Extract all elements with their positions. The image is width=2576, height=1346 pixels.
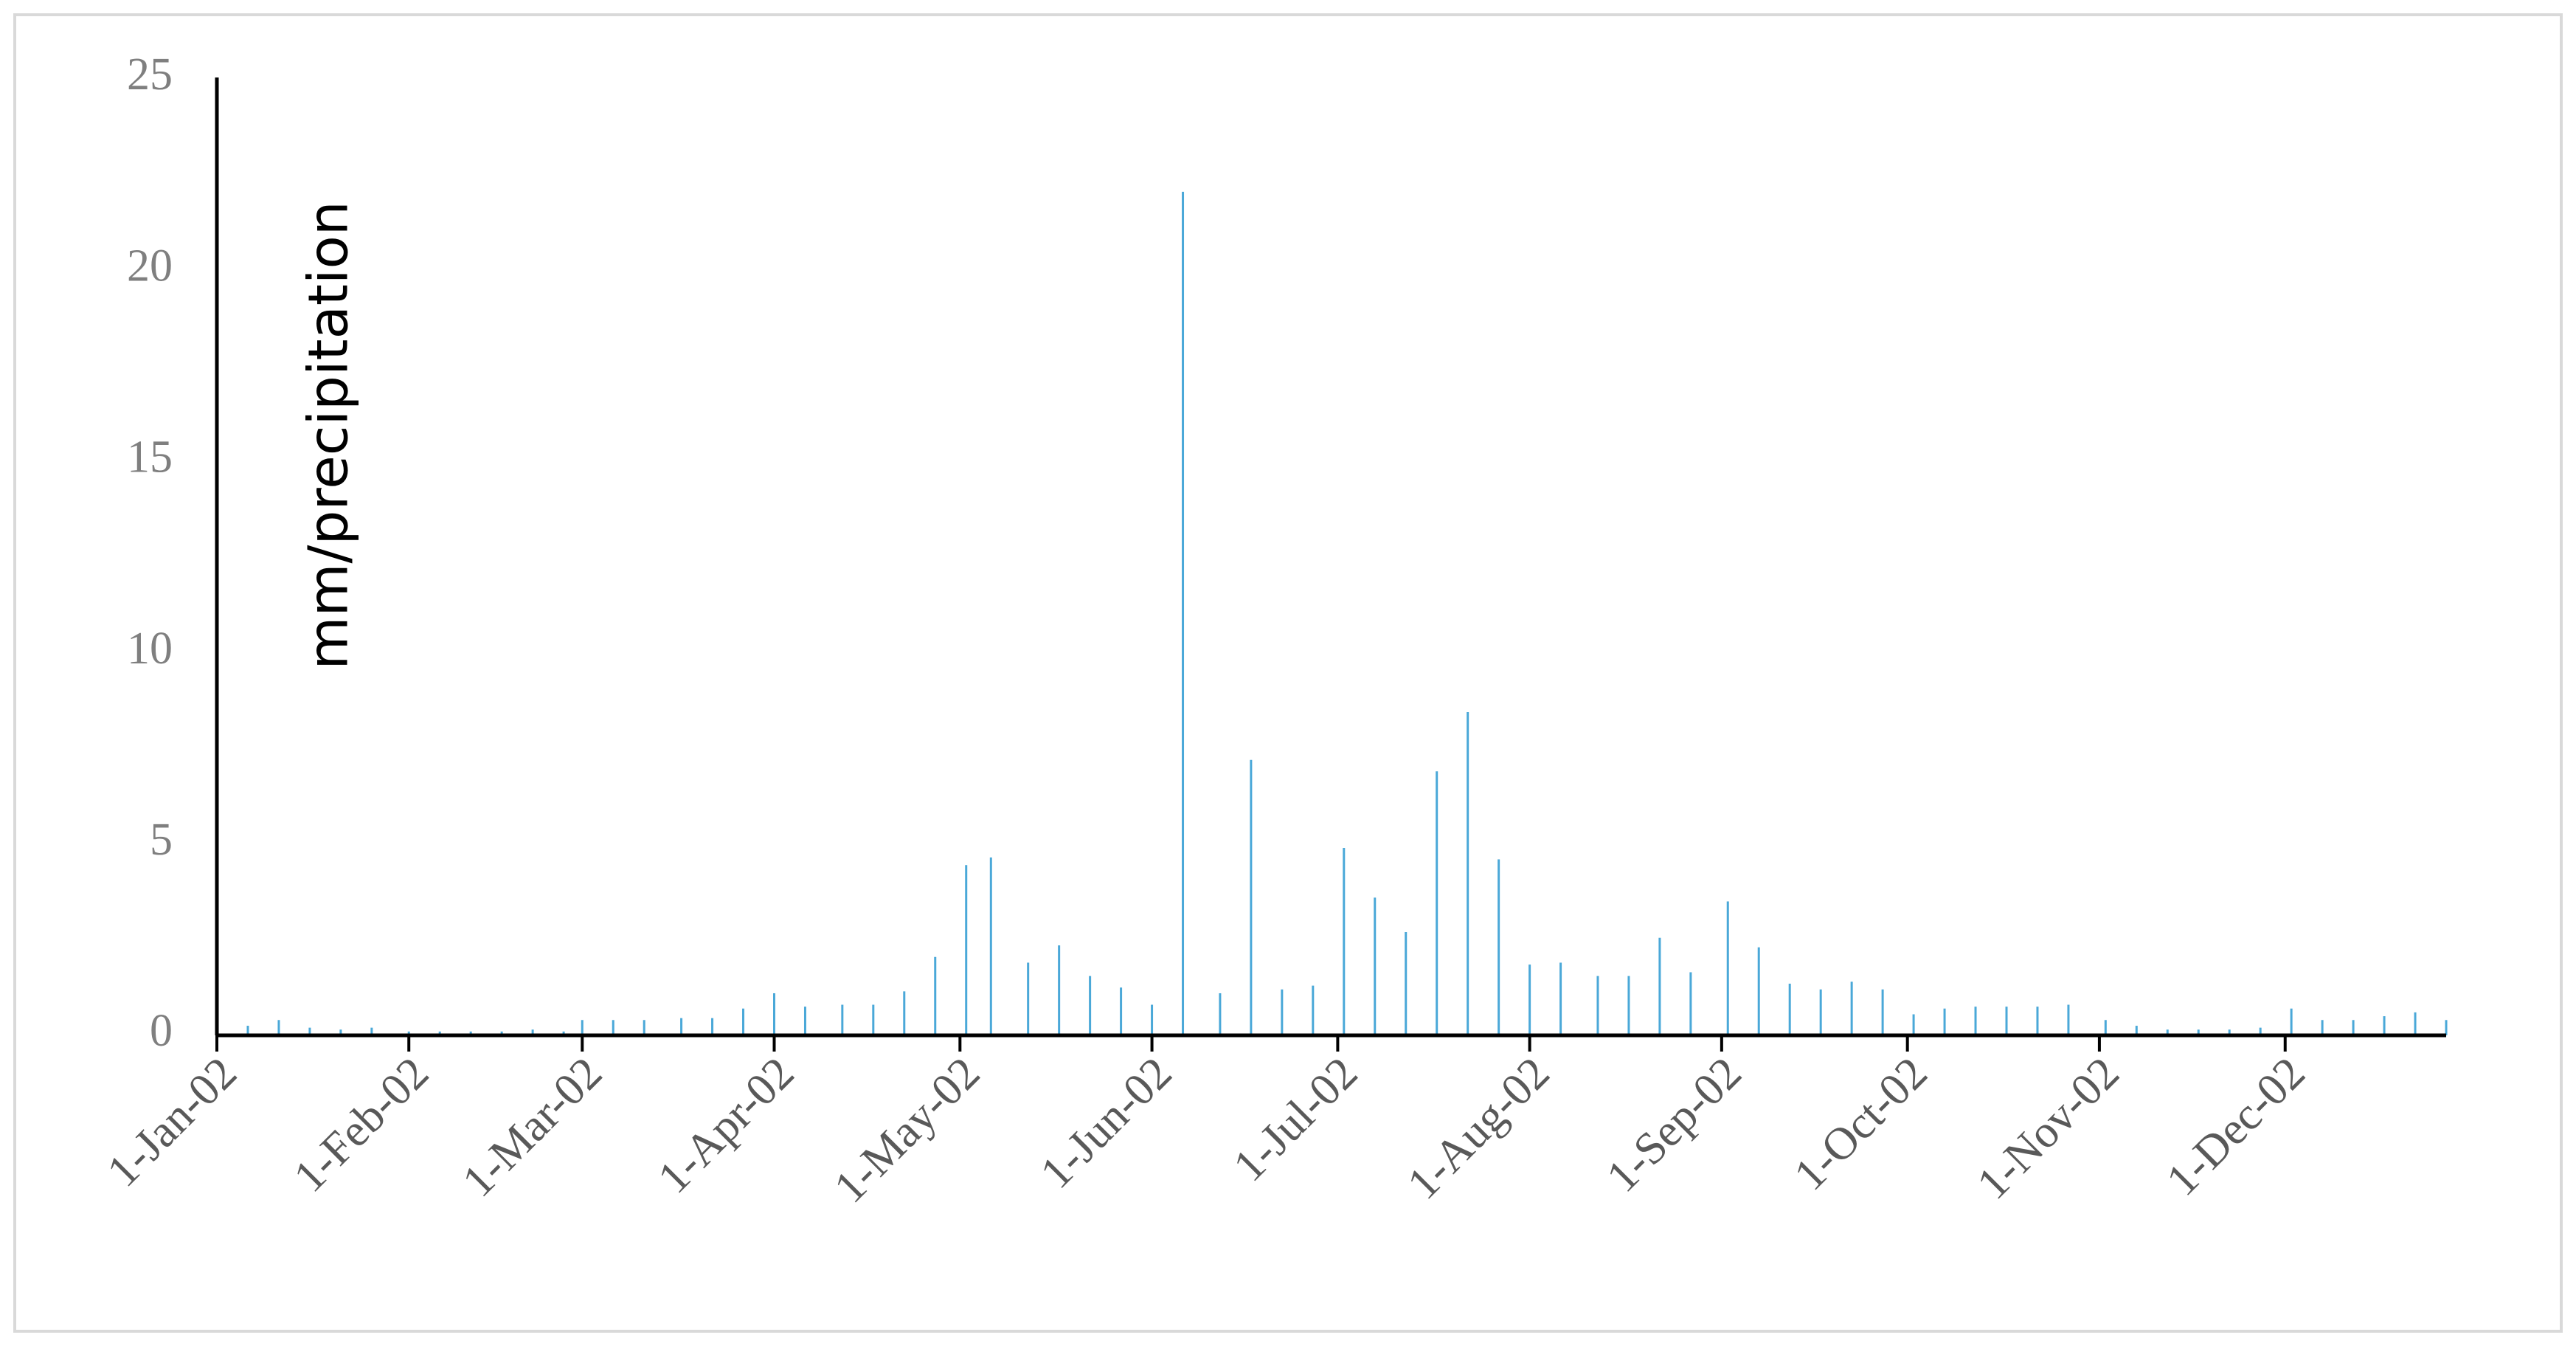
y-axis-label: mm/precipitation [297,201,361,669]
y-tick-label: 25 [127,49,173,100]
y-tick-label: 5 [150,815,173,865]
y-tick-label: 10 [127,624,173,674]
y-tick-label: 20 [127,241,173,291]
y-tick-label: 15 [127,432,173,483]
y-tick-label: 0 [150,1006,173,1056]
chart-border [13,13,2563,1333]
